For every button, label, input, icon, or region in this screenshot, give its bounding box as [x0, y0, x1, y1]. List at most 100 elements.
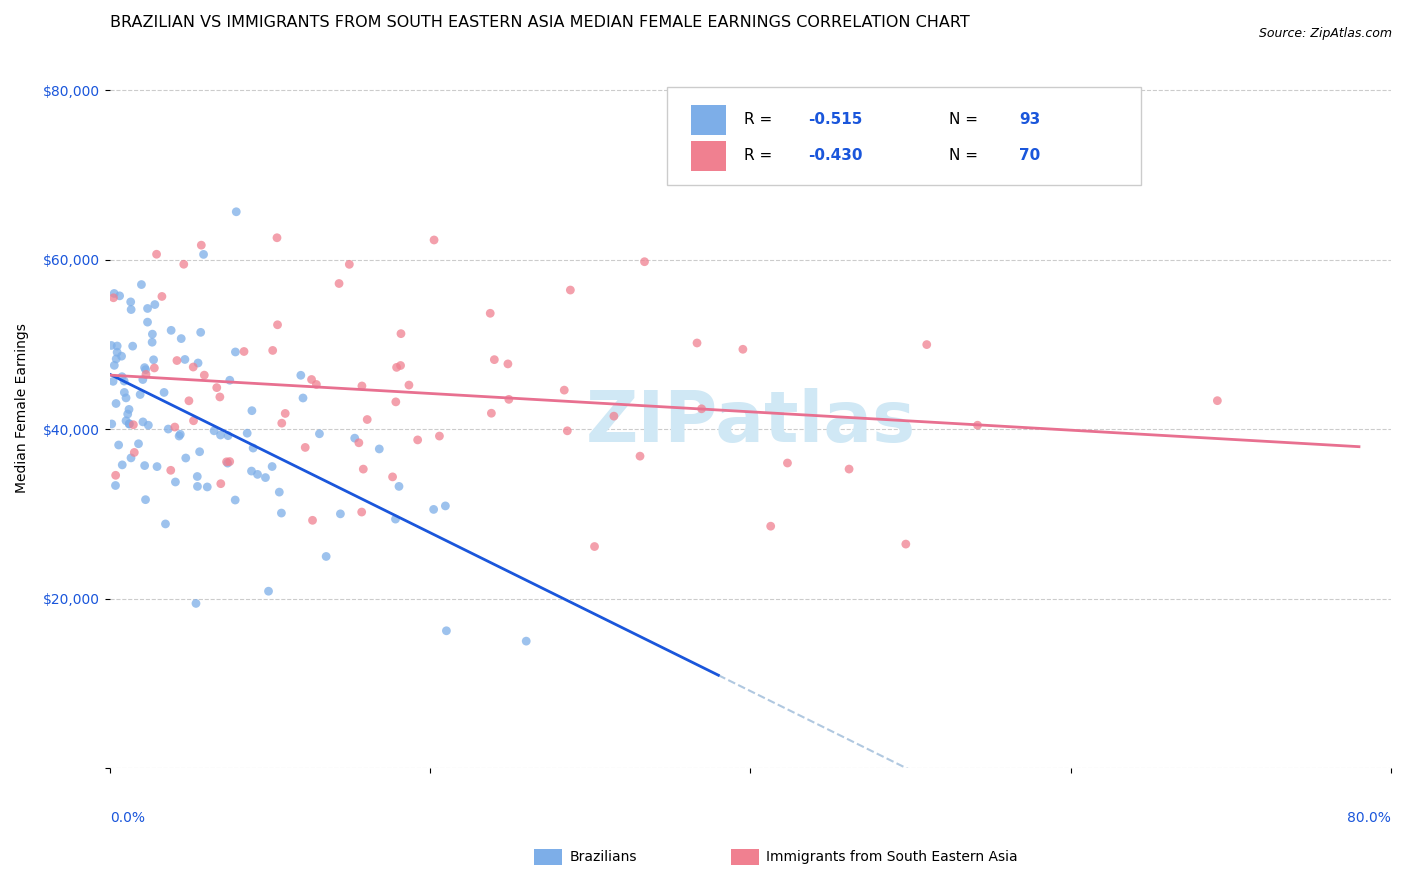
Point [118, 417, 141, 431]
Point [105, 339, 128, 353]
Point [193, 368, 215, 383]
Point [112, 374, 135, 388]
Point [731, 343, 754, 357]
Point [188, 444, 211, 458]
Text: -0.430: -0.430 [808, 148, 862, 163]
Point [177, 393, 200, 408]
Point [134, 360, 156, 375]
Point [262, 343, 284, 358]
Point [385, 360, 408, 375]
Point [434, 499, 457, 513]
Point [224, 345, 246, 359]
Point [105, 351, 128, 366]
Point [150, 289, 173, 303]
Point [242, 441, 264, 455]
Point [337, 257, 360, 271]
Point [479, 406, 502, 420]
Point [145, 247, 167, 261]
Point [110, 349, 132, 363]
Point [128, 436, 150, 450]
Point [138, 418, 160, 433]
Point [186, 479, 208, 493]
Point [215, 455, 238, 469]
Point [262, 459, 284, 474]
Point [894, 537, 917, 551]
Point [136, 301, 159, 316]
Point [398, 378, 420, 392]
Point [103, 286, 125, 301]
Point [208, 390, 231, 404]
Point [329, 507, 352, 521]
Point [159, 463, 181, 477]
Point [131, 277, 153, 292]
Point [315, 549, 337, 564]
Point [305, 377, 328, 392]
Point [169, 427, 191, 442]
Point [498, 392, 520, 407]
Point [190, 326, 212, 340]
Point [141, 327, 163, 342]
Point [628, 449, 651, 463]
Point [166, 353, 188, 368]
Point [966, 418, 988, 433]
FancyBboxPatch shape [692, 141, 725, 171]
Point [429, 429, 451, 443]
Text: Source: ZipAtlas.com: Source: ZipAtlas.com [1258, 27, 1392, 40]
Point [120, 302, 142, 317]
Point [209, 428, 232, 442]
Point [146, 459, 169, 474]
Point [124, 445, 146, 459]
Point [266, 231, 288, 245]
Point [100, 417, 122, 431]
Point [381, 470, 404, 484]
Point [174, 352, 197, 367]
Point [143, 360, 166, 375]
Text: N =: N = [949, 112, 983, 128]
Text: N =: N = [949, 148, 983, 163]
Point [385, 395, 408, 409]
Point [389, 359, 412, 373]
Text: 80.0%: 80.0% [1347, 812, 1391, 825]
Point [356, 412, 378, 426]
Point [479, 306, 502, 320]
Point [240, 464, 263, 478]
Point [190, 238, 212, 252]
Point [117, 407, 139, 421]
Point [384, 512, 406, 526]
Point [135, 362, 157, 376]
Text: BRAZILIAN VS IMMIGRANTS FROM SOUTH EASTERN ASIA MEDIAN FEMALE EARNINGS CORRELATI: BRAZILIAN VS IMMIGRANTS FROM SOUTH EASTE… [110, 15, 970, 30]
Point [108, 289, 131, 303]
Point [225, 204, 247, 219]
Point [436, 624, 458, 638]
Point [690, 401, 713, 416]
Point [142, 352, 165, 367]
Point [134, 458, 156, 473]
Point [274, 406, 297, 420]
Point [560, 283, 582, 297]
Point [141, 335, 163, 350]
Point [184, 596, 207, 610]
Point [170, 332, 193, 346]
Point [205, 381, 228, 395]
Point [160, 323, 183, 337]
Text: R =: R = [744, 148, 778, 163]
Point [301, 372, 323, 386]
Point [104, 468, 127, 483]
Point [423, 233, 446, 247]
Point [257, 584, 280, 599]
Point [111, 458, 134, 472]
Point [112, 385, 135, 400]
Point [266, 318, 288, 332]
FancyBboxPatch shape [692, 104, 725, 135]
Point [100, 338, 122, 352]
Point [343, 431, 366, 445]
Point [583, 540, 606, 554]
Point [218, 373, 240, 387]
Point [776, 456, 799, 470]
Point [240, 403, 263, 417]
Point [155, 516, 177, 531]
Point [270, 506, 292, 520]
Text: 0.0%: 0.0% [110, 812, 145, 825]
Point [118, 417, 141, 431]
Text: 70: 70 [1019, 148, 1040, 163]
